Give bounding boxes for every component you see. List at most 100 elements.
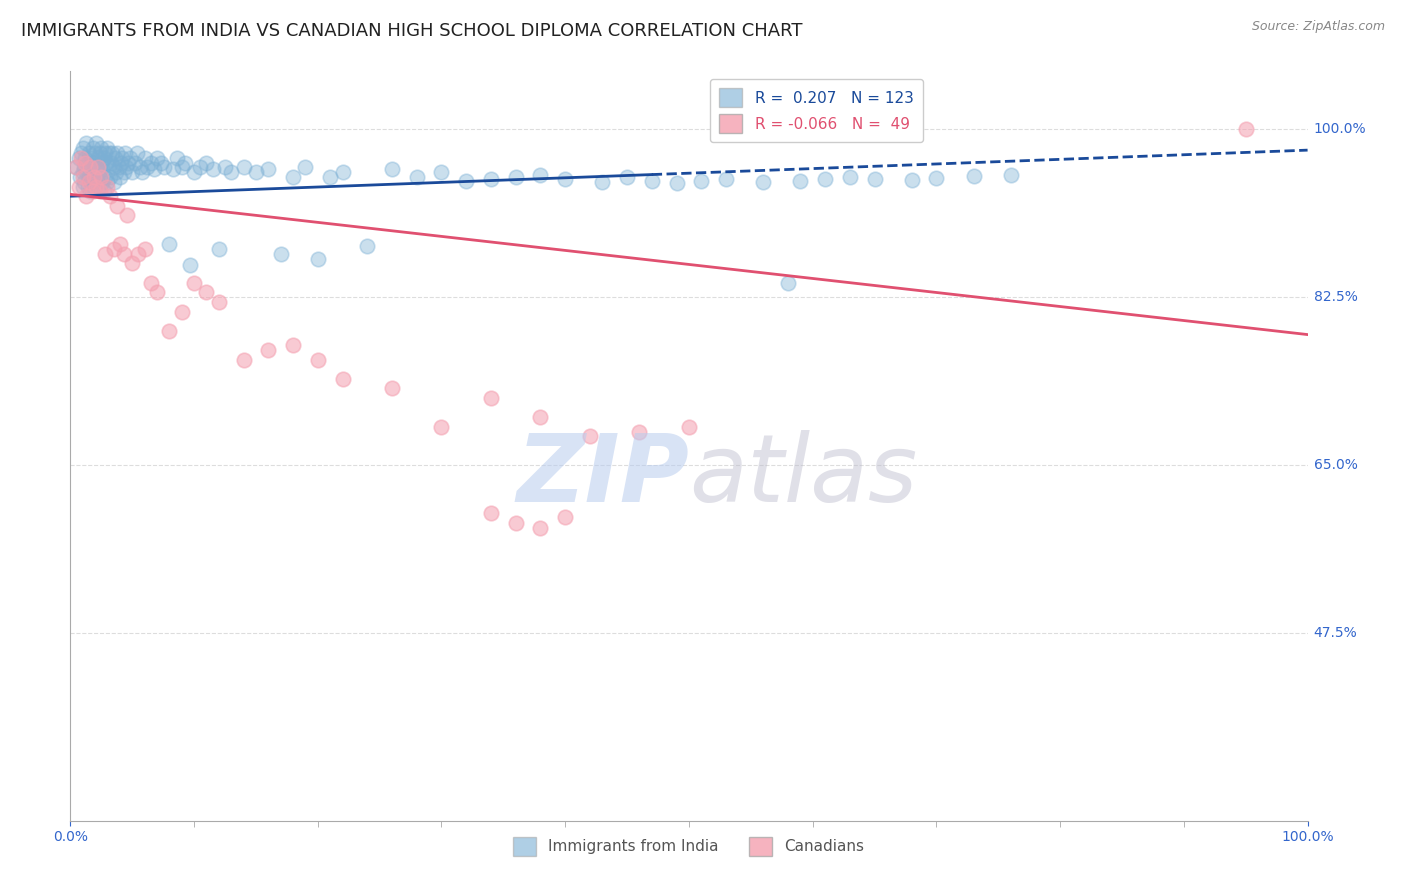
Point: [665, 176, 688, 190]
Point: [430, 165, 453, 179]
Point: [90, 169, 112, 184]
Text: 47.5%: 47.5%: [1313, 626, 1358, 640]
Point: [281, 338, 304, 352]
Point: [257, 162, 280, 177]
Point: [79, 161, 101, 175]
Point: [1234, 122, 1257, 136]
Point: [103, 175, 125, 189]
Point: [714, 172, 737, 186]
Point: [97, 161, 120, 175]
Point: [479, 506, 502, 520]
Point: [105, 146, 128, 161]
Point: [201, 162, 224, 177]
Point: [174, 155, 197, 169]
Point: [70, 146, 93, 161]
Point: [146, 151, 169, 165]
Point: [307, 252, 329, 266]
Point: [505, 516, 527, 530]
Point: [101, 146, 124, 161]
Point: [208, 242, 231, 256]
Point: [80, 151, 103, 165]
Point: [84, 146, 107, 161]
Point: [131, 165, 153, 179]
Point: [114, 146, 136, 161]
Point: [127, 146, 149, 161]
Point: [430, 419, 453, 434]
Point: [86, 161, 108, 175]
Point: [479, 391, 502, 405]
Point: [75, 189, 97, 203]
Point: [281, 169, 304, 184]
Point: [838, 169, 860, 184]
Point: [86, 175, 108, 189]
Point: [103, 242, 125, 256]
Point: [157, 324, 180, 338]
Point: [143, 162, 166, 177]
Point: [67, 179, 90, 194]
Point: [139, 276, 162, 290]
Point: [139, 155, 162, 169]
Point: [83, 155, 105, 169]
Point: [77, 146, 100, 161]
Text: 65.0%: 65.0%: [1313, 458, 1358, 472]
Point: [105, 165, 128, 179]
Text: Source: ZipAtlas.com: Source: ZipAtlas.com: [1251, 20, 1385, 33]
Point: [554, 172, 576, 186]
Point: [208, 294, 231, 309]
Point: [863, 172, 886, 186]
Point: [87, 179, 110, 194]
Point: [108, 237, 131, 252]
Point: [83, 179, 105, 194]
Point: [82, 165, 104, 179]
Point: [72, 141, 94, 155]
Point: [157, 237, 180, 252]
Point: [96, 179, 118, 194]
Point: [115, 209, 138, 223]
Point: [112, 165, 135, 179]
Point: [89, 169, 111, 184]
Point: [84, 136, 107, 151]
Point: [70, 151, 93, 165]
Point: [814, 172, 837, 186]
Point: [591, 175, 613, 189]
Text: ZIP: ZIP: [516, 430, 689, 522]
Point: [641, 174, 664, 188]
Point: [214, 161, 236, 175]
Point: [105, 199, 128, 213]
Point: [505, 169, 527, 184]
Point: [115, 161, 138, 175]
Point: [1000, 168, 1022, 182]
Point: [91, 175, 114, 189]
Point: [117, 155, 139, 169]
Point: [89, 146, 111, 161]
Text: IMMIGRANTS FROM INDIA VS CANADIAN HIGH SCHOOL DIPLOMA CORRELATION CHART: IMMIGRANTS FROM INDIA VS CANADIAN HIGH S…: [21, 22, 803, 40]
Point: [75, 155, 97, 169]
Point: [405, 169, 427, 184]
Point: [188, 161, 211, 175]
Point: [195, 155, 218, 169]
Point: [134, 151, 156, 165]
Point: [75, 151, 97, 165]
Point: [93, 151, 115, 165]
Point: [121, 165, 143, 179]
Point: [76, 179, 98, 194]
Text: 100.0%: 100.0%: [1313, 122, 1367, 136]
Point: [89, 185, 111, 199]
Point: [529, 168, 551, 182]
Point: [170, 161, 193, 175]
Point: [111, 151, 134, 165]
Point: [72, 165, 94, 179]
Point: [107, 161, 129, 175]
Point: [118, 151, 141, 165]
Point: [86, 151, 108, 165]
Point: [690, 174, 713, 188]
Point: [108, 169, 131, 184]
Point: [166, 151, 188, 165]
Text: atlas: atlas: [689, 431, 917, 522]
Point: [153, 161, 176, 175]
Point: [67, 151, 90, 165]
Point: [456, 174, 478, 188]
Point: [307, 352, 329, 367]
Point: [146, 285, 169, 300]
Point: [82, 141, 104, 155]
